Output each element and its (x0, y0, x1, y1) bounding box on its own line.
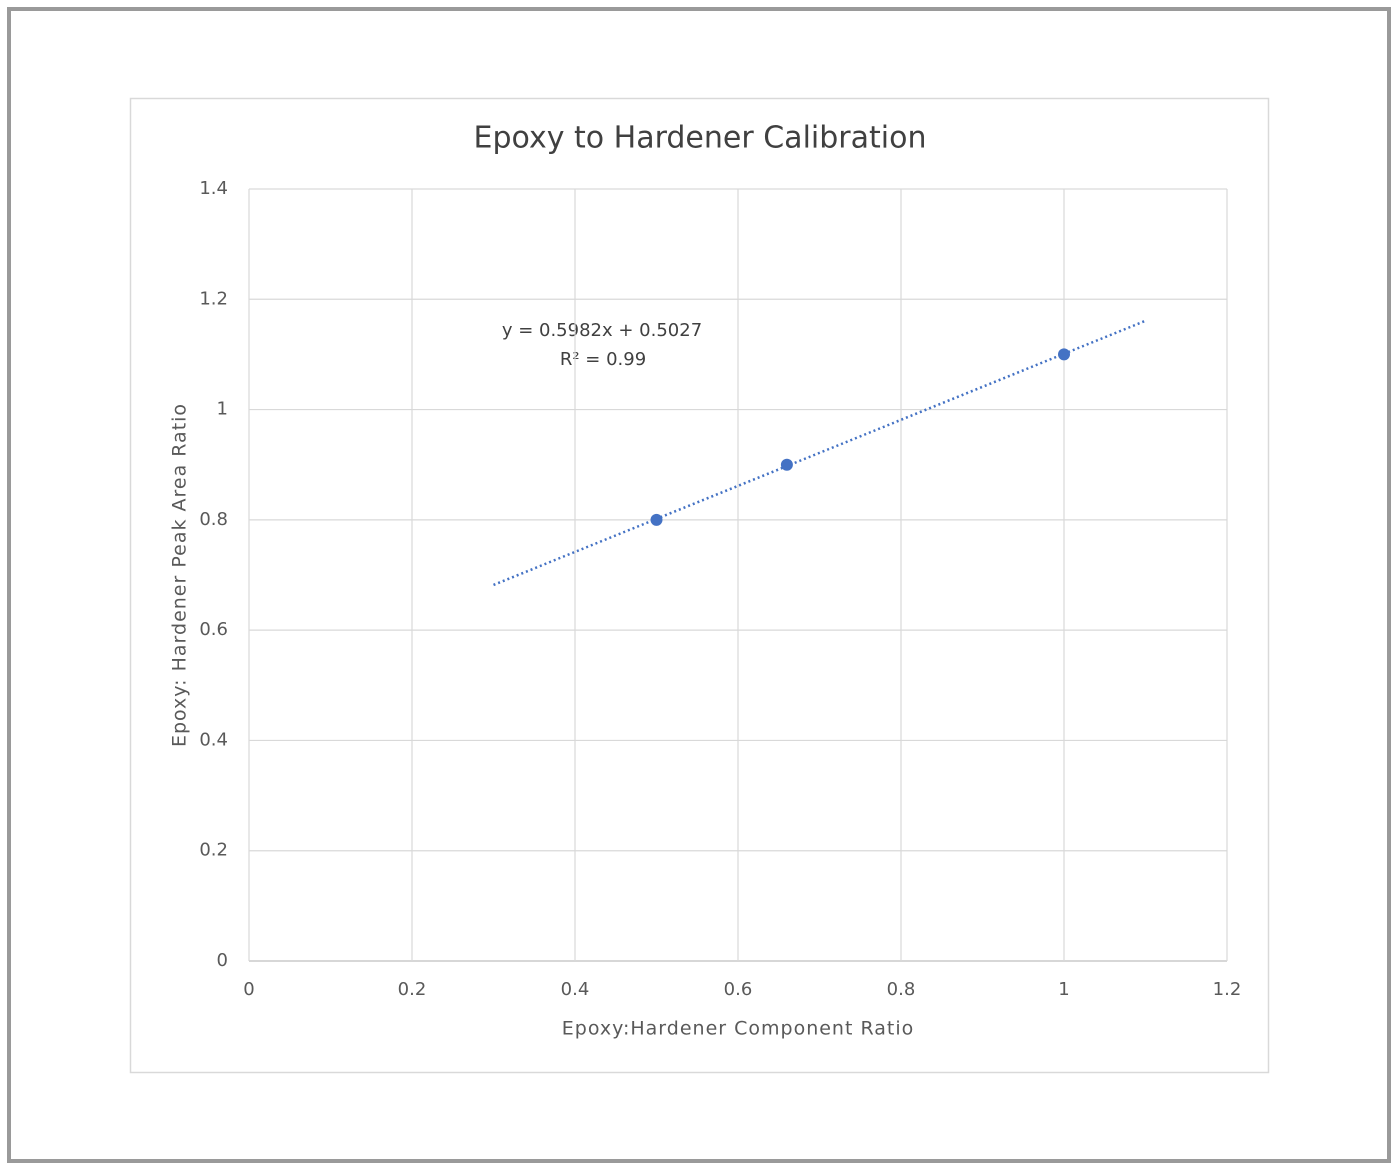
y-tick-label: 1.4 (199, 178, 228, 199)
y-tick-label: 0 (217, 950, 228, 971)
x-tick-label: 0.8 (887, 979, 916, 1000)
trendline (493, 319, 1146, 587)
data-point (1058, 348, 1070, 361)
y-tick-label: 0.8 (199, 509, 228, 530)
y-axis-label: Epoxy: Hardener Peak Area Ratio (169, 403, 191, 747)
outer-frame (7, 7, 1391, 1163)
trendline-equation: y = 0.5982x + 0.5027 (502, 320, 702, 341)
x-tick-label: 0.6 (724, 979, 753, 1000)
y-tick-label: 1.2 (199, 288, 228, 309)
y-tick-label: 0.2 (199, 840, 228, 861)
x-tick-label: 0.4 (561, 979, 590, 1000)
y-tick-label: 0.6 (199, 619, 228, 640)
x-tick-label: 0.2 (398, 979, 427, 1000)
x-tick-label: 0 (243, 979, 254, 1000)
x-tick-label: 1.2 (1213, 979, 1242, 1000)
chart-area (129, 97, 1270, 1074)
y-tick-label: 0.4 (199, 729, 228, 750)
x-axis-label: Epoxy:Hardener Component Ratio (562, 1018, 914, 1040)
r-squared: R² = 0.99 (560, 349, 646, 370)
data-point (780, 458, 793, 471)
chart-title: Epoxy to Hardener Calibration (474, 121, 927, 156)
x-tick-label: 1 (1058, 979, 1069, 1000)
data-point (650, 513, 663, 526)
y-tick-label: 1 (217, 399, 228, 420)
